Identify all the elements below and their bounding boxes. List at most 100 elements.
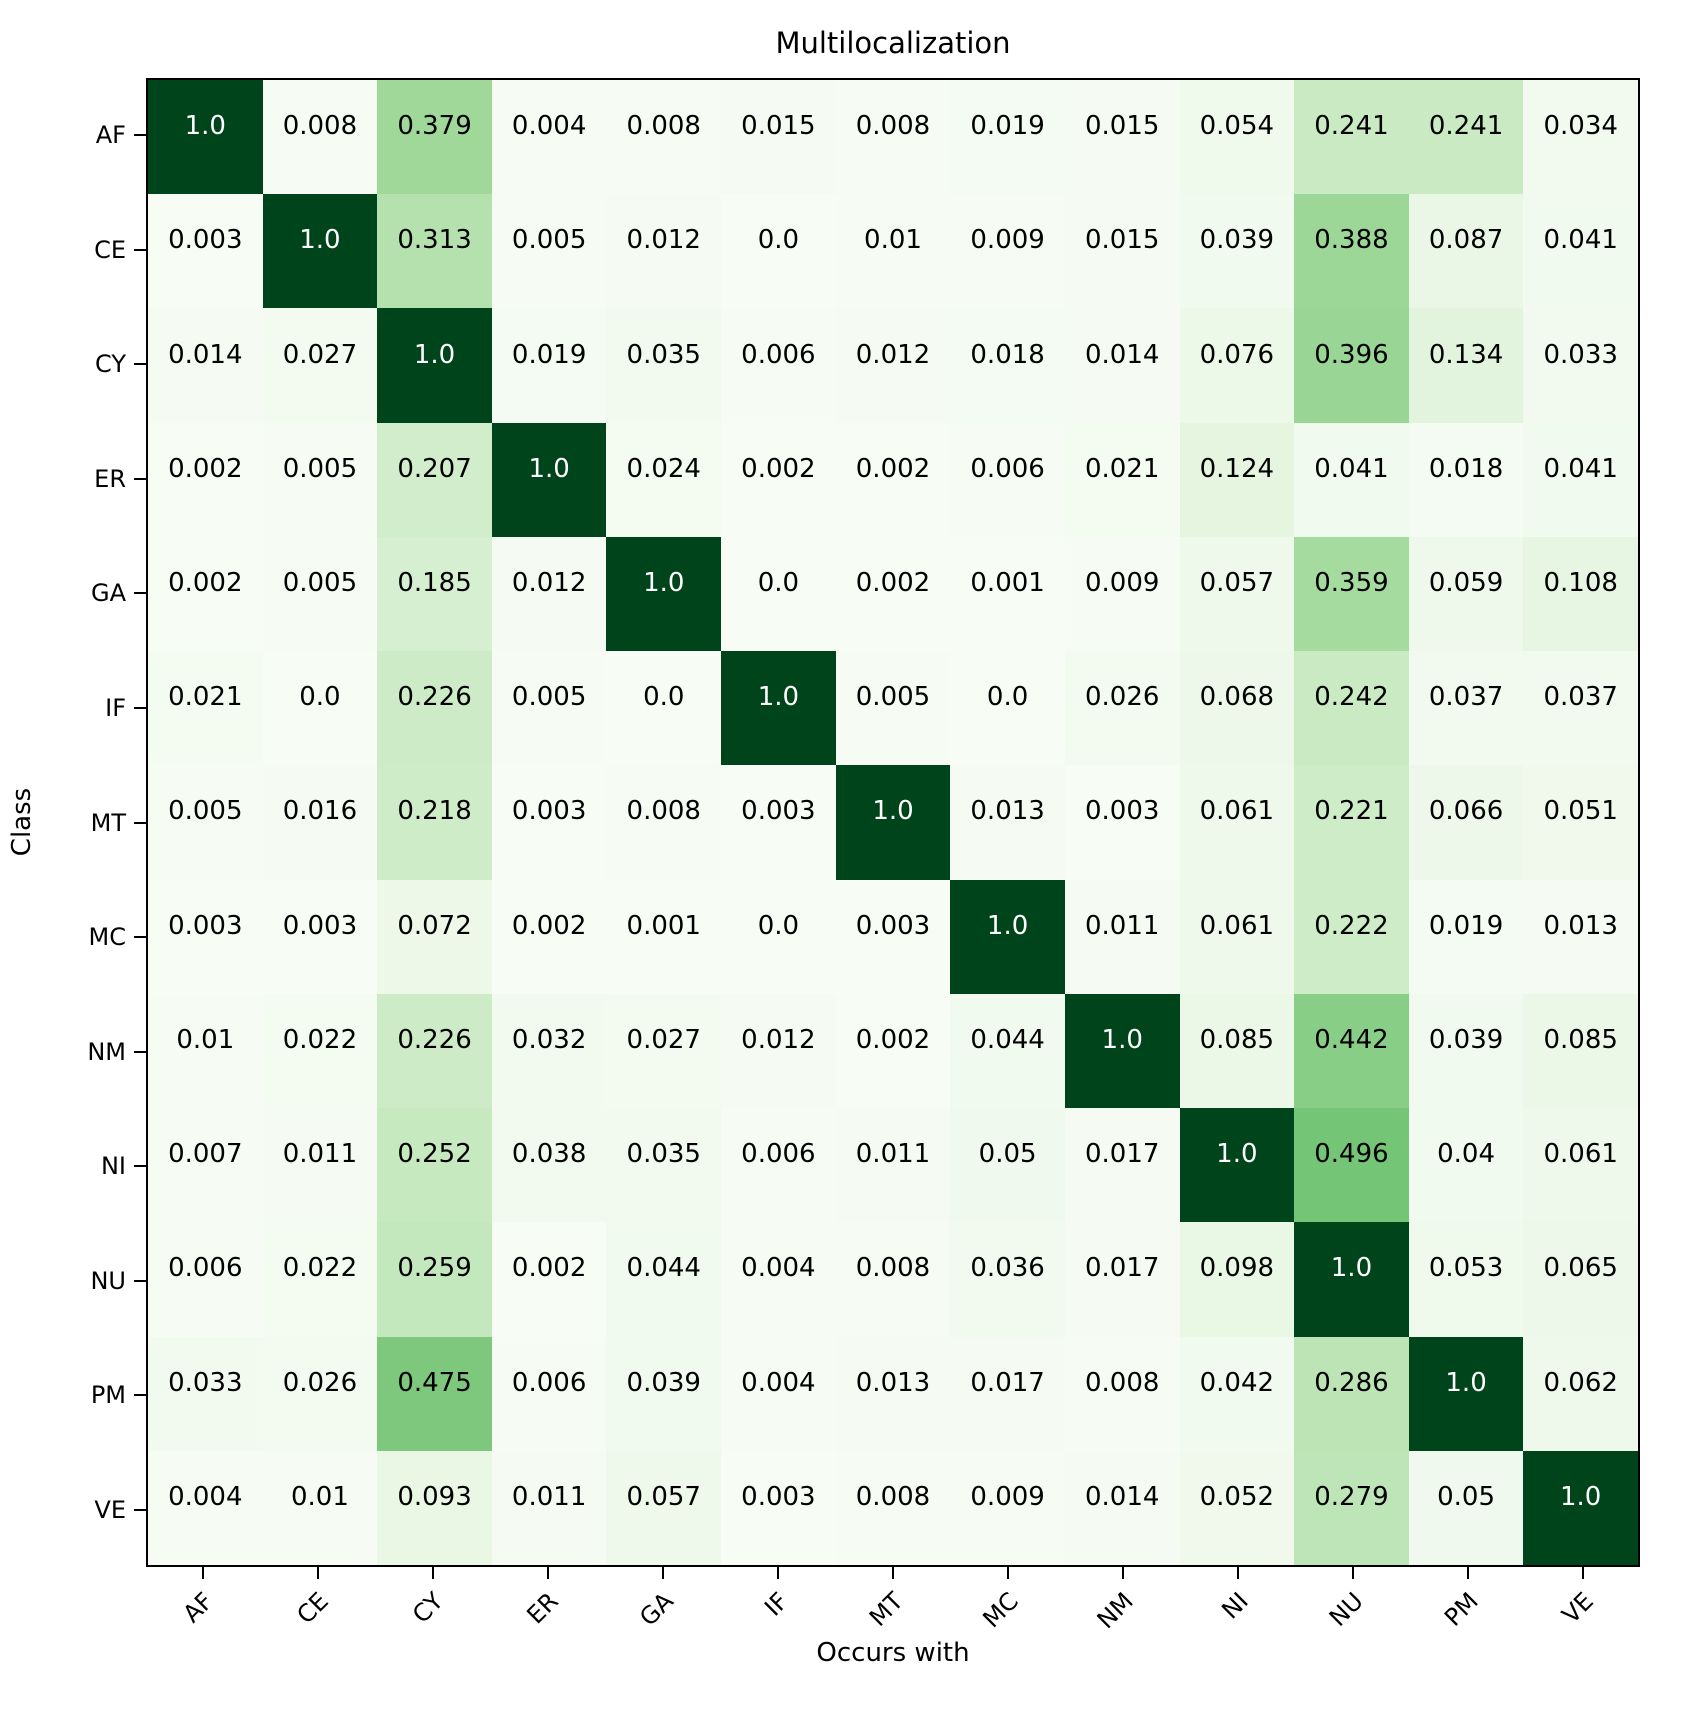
- heatmap-cell-MT-ER: 0.003: [491, 765, 607, 880]
- heatmap-cell-NM-IF: 0.012: [721, 993, 836, 1109]
- heatmap-cell-IF-PM: 0.037: [1408, 651, 1524, 766]
- heatmap-cell-AF-NU: 0.241: [1294, 80, 1409, 195]
- chart-title: Multilocalization: [775, 26, 1011, 60]
- x-tick-mark-IF: [777, 1567, 780, 1579]
- heatmap-cell-CE-GA: 0.012: [606, 194, 722, 309]
- heatmap-cell-ER-VE: 0.041: [1523, 422, 1638, 537]
- heatmap-cell-MC-NI: 0.061: [1179, 879, 1295, 994]
- heatmap-cell-IF-GA: 0.0: [606, 651, 722, 766]
- y-tick-label-IF: IF: [105, 693, 126, 722]
- heatmap-plot-area: 1.0 0.008 0.379 0.004 0.008 0.015 0.008 0.019 0.…: [146, 78, 1640, 1567]
- heatmap-cell-MC-MC: 1.0: [950, 879, 1065, 994]
- x-tick-label-NU: NU: [1323, 1587, 1369, 1632]
- y-tick-label-NU: NU: [90, 1266, 126, 1295]
- x-tick-mark-CY: [432, 1567, 435, 1579]
- heatmap-cell-GA-GA: 1.0: [606, 536, 722, 652]
- heatmap-cell-PM-NM: 0.008: [1064, 1336, 1180, 1451]
- y-tick-mark-NM: [134, 1050, 146, 1053]
- heatmap-cell-MC-IF: 0.0: [721, 879, 836, 994]
- heatmap-cell-PM-PM: 1.0: [1408, 1336, 1524, 1451]
- heatmap-cell-GA-ER: 0.012: [491, 536, 607, 652]
- heatmap-cell-MT-IF: 0.003: [721, 765, 836, 880]
- y-tick-label-NI: NI: [100, 1152, 126, 1181]
- heatmap-cell-CE-PM: 0.087: [1408, 194, 1524, 309]
- heatmap-cell-MC-CY: 0.072: [377, 879, 492, 994]
- heatmap-cell-GA-AF: 0.002: [148, 536, 263, 652]
- heatmap-cell-NU-IF: 0.004: [721, 1222, 836, 1337]
- heatmap-cell-NM-NM: 1.0: [1064, 993, 1180, 1109]
- x-tick-label-MC: MC: [977, 1587, 1024, 1634]
- heatmap-cell-MC-AF: 0.003: [148, 879, 263, 994]
- heatmap-cell-GA-NI: 0.057: [1179, 536, 1295, 652]
- heatmap-cell-ER-ER: 1.0: [491, 422, 607, 537]
- x-tick-label-IF: IF: [759, 1587, 794, 1622]
- x-tick-label-GA: GA: [634, 1587, 679, 1632]
- heatmap-cell-NI-NI: 1.0: [1179, 1108, 1295, 1223]
- y-tick-label-AF: AF: [95, 121, 126, 150]
- heatmap-cell-PM-ER: 0.006: [491, 1336, 607, 1451]
- heatmap-cell-ER-MC: 0.006: [950, 422, 1065, 537]
- heatmap-cell-GA-VE: 0.108: [1523, 536, 1638, 652]
- heatmap-cell-NI-VE: 0.061: [1523, 1108, 1638, 1223]
- x-tick-label-ER: ER: [521, 1587, 565, 1630]
- heatmap-cell-NI-CE: 0.011: [262, 1108, 378, 1223]
- heatmap-cell-IF-CE: 0.0: [262, 651, 378, 766]
- x-tick-mark-NI: [1236, 1567, 1239, 1579]
- y-tick-mark-PM: [134, 1394, 146, 1397]
- heatmap-cell-ER-NI: 0.124: [1179, 422, 1295, 537]
- heatmap-cell-CY-MT: 0.012: [835, 308, 951, 423]
- y-tick-mark-AF: [134, 134, 146, 137]
- heatmap-cell-VE-CE: 0.01: [262, 1450, 378, 1565]
- heatmap-cell-VE-CY: 0.093: [377, 1450, 492, 1565]
- heatmap-cell-CE-CE: 1.0: [262, 194, 378, 309]
- heatmap-cell-NM-NI: 0.085: [1179, 993, 1295, 1109]
- heatmap-cell-MT-NU: 0.221: [1294, 765, 1409, 880]
- heatmap-cell-PM-CY: 0.475: [377, 1336, 492, 1451]
- heatmap-cell-NU-CE: 0.022: [262, 1222, 378, 1337]
- y-tick-label-ER: ER: [94, 464, 126, 493]
- heatmap-cell-MC-VE: 0.013: [1523, 879, 1638, 994]
- heatmap-cell-AF-NI: 0.054: [1179, 80, 1295, 195]
- heatmap-cell-CE-MT: 0.01: [835, 194, 951, 309]
- heatmap-cell-NU-AF: 0.006: [148, 1222, 263, 1337]
- heatmap-cell-PM-CE: 0.026: [262, 1336, 378, 1451]
- heatmap-cell-NU-PM: 0.053: [1408, 1222, 1524, 1337]
- heatmap-grid: 1.0 0.008 0.379 0.004 0.008 0.015 0.008 0.019 0.…: [148, 80, 1638, 1565]
- heatmap-cell-NM-AF: 0.01: [148, 993, 263, 1109]
- heatmap-cell-CY-MC: 0.018: [950, 308, 1065, 423]
- heatmap-cell-MC-ER: 0.002: [491, 879, 607, 994]
- heatmap-cell-MT-PM: 0.066: [1408, 765, 1524, 880]
- heatmap-cell-NI-IF: 0.006: [721, 1108, 836, 1223]
- heatmap-cell-ER-NM: 0.021: [1064, 422, 1180, 537]
- y-tick-mark-ER: [134, 477, 146, 480]
- heatmap-cell-CE-VE: 0.041: [1523, 194, 1638, 309]
- heatmap-cell-GA-NM: 0.009: [1064, 536, 1180, 652]
- heatmap-cell-NM-NU: 0.442: [1294, 993, 1409, 1109]
- heatmap-cell-NI-PM: 0.04: [1408, 1108, 1524, 1223]
- heatmap-cell-GA-IF: 0.0: [721, 536, 836, 652]
- heatmap-cell-AF-MC: 0.019: [950, 80, 1065, 195]
- x-tick-mark-MC: [1006, 1567, 1009, 1579]
- x-tick-mark-ER: [547, 1567, 550, 1579]
- y-tick-mark-NU: [134, 1279, 146, 1282]
- x-tick-mark-VE: [1581, 1567, 1584, 1579]
- heatmap-cell-ER-MT: 0.002: [835, 422, 951, 537]
- x-tick-label-PM: PM: [1438, 1587, 1484, 1632]
- heatmap-cell-NI-NM: 0.017: [1064, 1108, 1180, 1223]
- heatmap-cell-NU-NI: 0.098: [1179, 1222, 1295, 1337]
- heatmap-cell-VE-GA: 0.057: [606, 1450, 722, 1565]
- heatmap-cell-MT-AF: 0.005: [148, 765, 263, 880]
- heatmap-cell-PM-AF: 0.033: [148, 1336, 263, 1451]
- x-tick-label-NM: NM: [1091, 1587, 1139, 1635]
- heatmap-cell-ER-GA: 0.024: [606, 422, 722, 537]
- heatmap-cell-MT-GA: 0.008: [606, 765, 722, 880]
- heatmap-cell-NU-MC: 0.036: [950, 1222, 1065, 1337]
- heatmap-cell-AF-CY: 0.379: [377, 80, 492, 195]
- heatmap-cell-NM-CY: 0.226: [377, 993, 492, 1109]
- x-tick-mark-GA: [662, 1567, 665, 1579]
- heatmap-cell-NU-NM: 0.017: [1064, 1222, 1180, 1337]
- x-tick-label-VE: VE: [1556, 1587, 1599, 1630]
- y-tick-mark-CY: [134, 363, 146, 366]
- heatmap-cell-MT-MT: 1.0: [835, 765, 951, 880]
